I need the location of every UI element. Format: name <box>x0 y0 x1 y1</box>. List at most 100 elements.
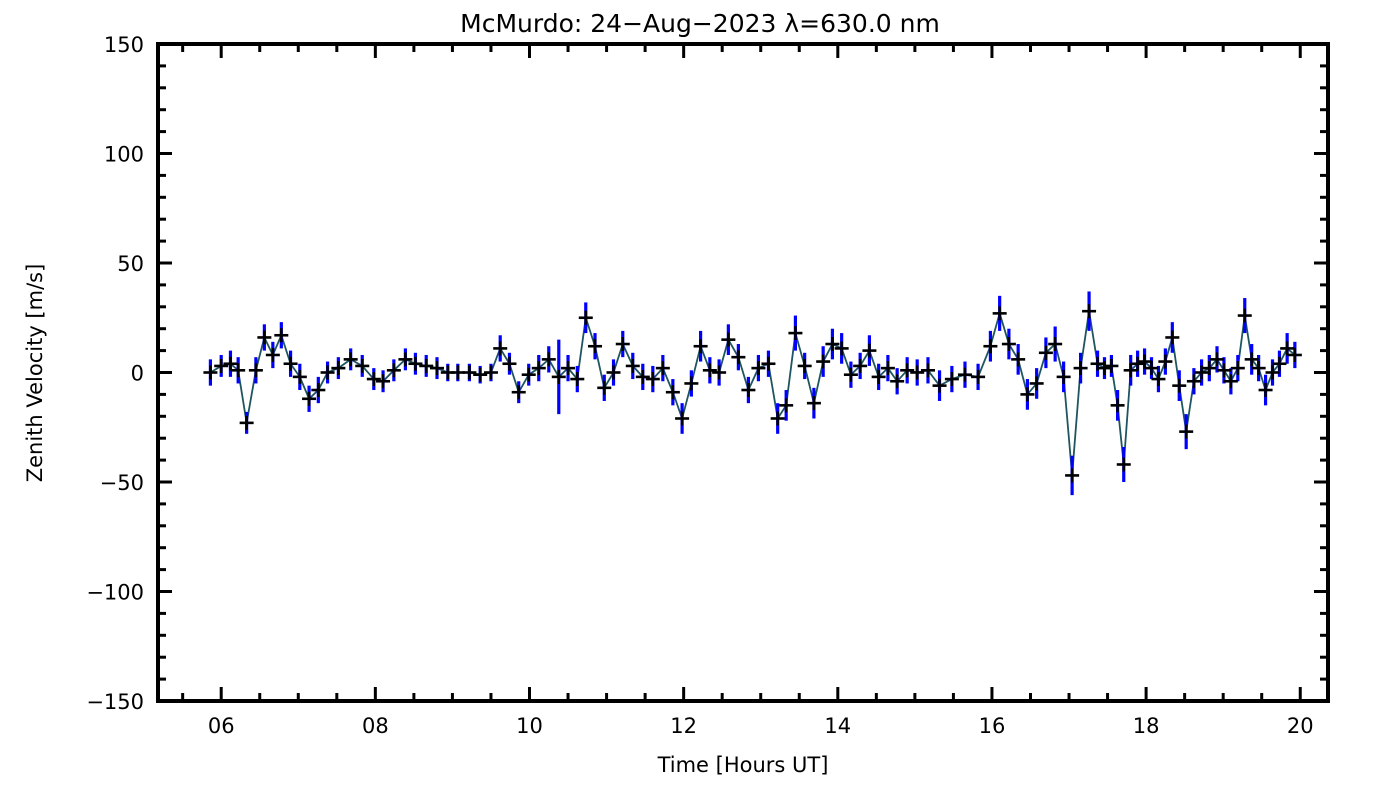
data-point-marker <box>1116 457 1131 472</box>
x-tick-label: 18 <box>1133 714 1160 738</box>
series-line <box>209 310 1296 476</box>
data-point-marker <box>615 337 630 352</box>
data-point-marker <box>265 347 280 362</box>
data-point-marker <box>992 306 1007 321</box>
data-point-marker <box>1287 347 1302 362</box>
data-point-marker <box>1230 361 1245 376</box>
tick-label-group: 06 08 10 12 14 16 18 20 150 100 50 0 −50 −100 −150 <box>86 33 1313 738</box>
data-point-marker <box>684 376 699 391</box>
data-point-marker <box>320 365 335 380</box>
plot-frame <box>156 42 1330 703</box>
x-tick-label: 16 <box>979 714 1006 738</box>
data-point-marker <box>1151 372 1166 387</box>
data-point-marker <box>578 310 593 325</box>
data-point-marker <box>1158 354 1173 369</box>
data-point-marker <box>1194 365 1209 380</box>
marker-group <box>203 304 1302 483</box>
data-point-marker <box>1223 374 1238 389</box>
x-axis-label: Time [Hours UT] <box>657 753 829 777</box>
data-point-marker <box>292 369 307 384</box>
data-point-marker <box>302 391 317 406</box>
data-point-marker <box>355 358 370 373</box>
y-tick-label: −150 <box>86 690 144 714</box>
axis-frame <box>156 42 1330 703</box>
data-point-marker <box>1237 308 1252 323</box>
y-axis-label: Zenith Velocity [m/s] <box>23 264 47 483</box>
data-point-marker <box>408 356 423 371</box>
data-point-marker <box>693 339 708 354</box>
data-point-marker <box>957 367 972 382</box>
data-point-marker <box>1001 337 1016 352</box>
data-point-marker <box>843 367 858 382</box>
data-point-marker <box>1258 383 1273 398</box>
data-point-marker <box>473 367 488 382</box>
data-point-marker <box>770 411 785 426</box>
data-point-marker <box>493 341 508 356</box>
data-point-marker <box>1186 374 1201 389</box>
data-point-marker <box>702 363 717 378</box>
data-point-marker <box>311 383 326 398</box>
y-tick-label: 0 <box>131 362 144 386</box>
data-point-marker <box>1130 356 1145 371</box>
x-tick-label: 08 <box>362 714 389 738</box>
data-point-marker <box>675 411 690 426</box>
data-point-marker <box>1210 352 1225 367</box>
data-point-marker <box>1097 361 1112 376</box>
data-point-marker <box>1048 337 1063 352</box>
data-point-marker <box>645 372 660 387</box>
data-point-marker <box>1065 468 1080 483</box>
data-point-marker <box>1020 387 1035 402</box>
data-point-marker <box>635 369 650 384</box>
data-point-marker <box>741 383 756 398</box>
x-tick-label: 06 <box>208 714 235 738</box>
data-point-marker <box>871 369 886 384</box>
data-point-marker <box>900 363 915 378</box>
data-point-marker <box>816 354 831 369</box>
y-tick-label: 100 <box>104 143 144 167</box>
data-point-marker <box>248 363 263 378</box>
data-point-marker <box>825 337 840 352</box>
data-point-marker <box>932 378 947 393</box>
data-point-marker <box>1244 352 1259 367</box>
data-point-marker <box>214 358 229 373</box>
data-point-marker <box>806 396 821 411</box>
data-point-marker <box>1172 378 1187 393</box>
data-point-marker <box>283 356 298 371</box>
data-point-marker <box>561 361 576 376</box>
data-point-marker <box>1202 361 1217 376</box>
data-line-group <box>209 310 1296 476</box>
data-point-marker <box>761 356 776 371</box>
data-point-marker <box>797 358 812 373</box>
data-point-marker <box>1123 363 1138 378</box>
data-point-marker <box>1251 361 1266 376</box>
data-point-marker <box>511 385 526 400</box>
data-point-marker <box>665 385 680 400</box>
x-tick-label: 12 <box>670 714 697 738</box>
data-point-marker <box>1272 356 1287 371</box>
data-point-marker <box>1110 398 1125 413</box>
data-point-marker <box>1082 304 1097 319</box>
data-point-marker <box>944 372 959 387</box>
data-point-marker <box>1104 358 1119 373</box>
y-tick-label: −50 <box>100 471 144 495</box>
data-point-marker <box>983 339 998 354</box>
data-point-marker <box>588 339 603 354</box>
data-point-marker <box>1011 352 1026 367</box>
data-point-marker <box>331 361 346 376</box>
data-point-marker <box>239 415 254 430</box>
data-point-marker <box>1056 369 1071 384</box>
data-point-marker <box>398 352 413 367</box>
y-tick-label: −100 <box>86 581 144 605</box>
data-point-marker <box>376 374 391 389</box>
data-point-marker <box>1265 365 1280 380</box>
data-point-marker <box>920 363 935 378</box>
data-point-marker <box>223 356 238 371</box>
data-point-marker <box>1029 376 1044 391</box>
data-point-marker <box>541 352 556 367</box>
data-point-marker <box>1073 361 1088 376</box>
data-point-marker <box>625 358 640 373</box>
data-point-marker <box>1165 330 1180 345</box>
data-point-marker <box>751 361 766 376</box>
data-point-marker <box>597 380 612 395</box>
